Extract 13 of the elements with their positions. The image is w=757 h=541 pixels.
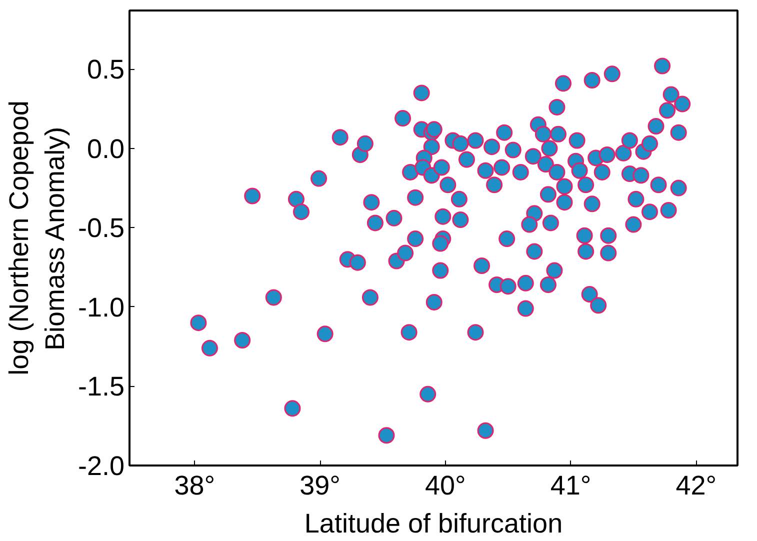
y-tick-label: 0.5 xyxy=(86,54,125,85)
y-tick-label: -0.5 xyxy=(78,213,125,244)
y-tick-label: 0.0 xyxy=(86,134,125,164)
y-axis-title: log (Northern Copepod Biomass Anomaly) xyxy=(4,100,70,376)
y-tick-label: -1.0 xyxy=(78,292,125,322)
x-tick-label: 40° xyxy=(424,470,466,500)
x-tick-label: 42° xyxy=(676,470,717,500)
x-tick-label: 38° xyxy=(174,470,216,500)
y-tick-label: -2.0 xyxy=(78,451,125,481)
x-axis-title: Latitude of bifurcation xyxy=(304,508,563,538)
y-tick-label: -1.5 xyxy=(78,372,125,402)
x-tick-label: 39° xyxy=(300,470,340,500)
x-tick-label: 41° xyxy=(550,470,592,500)
